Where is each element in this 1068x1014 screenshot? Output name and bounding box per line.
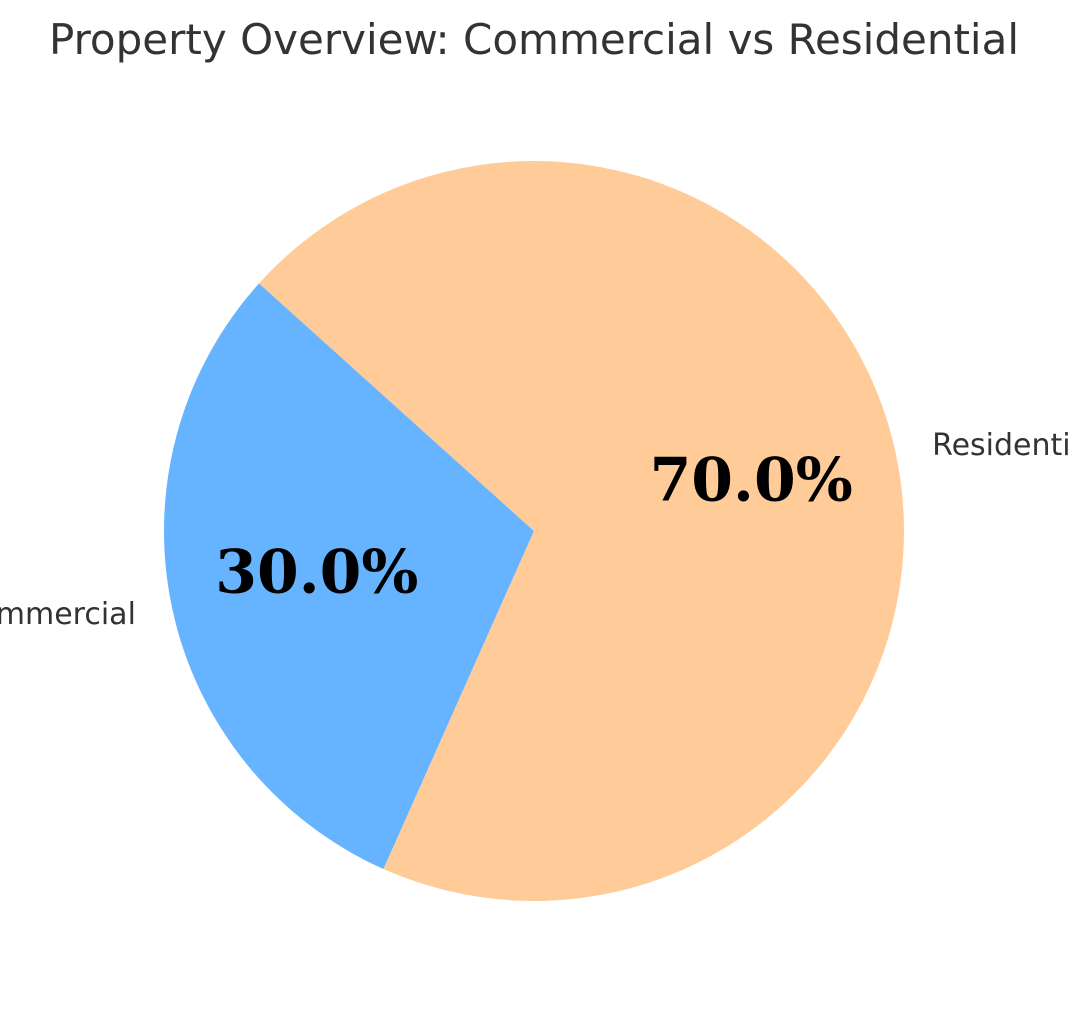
- slice-label-commercial: Commercial: [0, 597, 136, 632]
- chart-title: Property Overview: Commercial vs Residen…: [49, 15, 1019, 64]
- slice-label-residential: Residential: [932, 428, 1068, 463]
- pie-slices: [163, 161, 904, 901]
- slice-percent-residential: 70.0%: [650, 445, 853, 515]
- pie-slice-residential: [259, 161, 904, 901]
- pie-slice-commercial: [163, 283, 535, 870]
- pie-labels: Commercial 30.0% Residential 70.0%: [0, 428, 1068, 632]
- slice-percent-commercial: 30.0%: [215, 538, 418, 608]
